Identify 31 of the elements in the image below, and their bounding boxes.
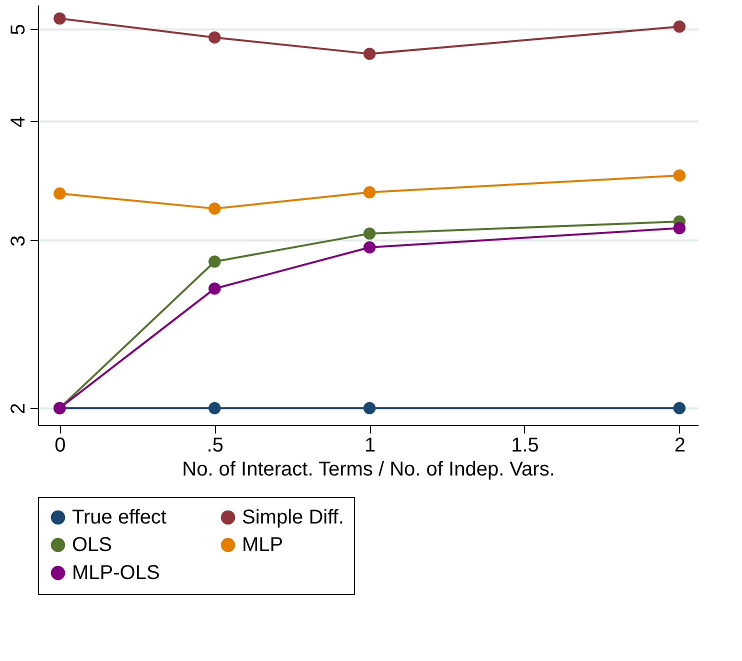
y-tick-label: 5: [8, 24, 30, 36]
legend-label: Simple Diff.: [242, 506, 344, 528]
point: [673, 402, 686, 414]
x-tick-label: 2: [674, 434, 686, 456]
point: [363, 402, 376, 414]
legend-label: True effect: [72, 506, 167, 528]
point: [363, 227, 376, 240]
point: [673, 222, 686, 234]
y-tick-label: 4: [8, 116, 30, 128]
point: [208, 31, 221, 44]
x-tick-label: .5: [206, 434, 224, 456]
point: [673, 169, 686, 182]
point: [363, 48, 376, 60]
point: [54, 187, 66, 200]
point: [54, 12, 66, 25]
x-tick-label: 1: [364, 434, 376, 456]
point: [363, 241, 376, 254]
point: [208, 282, 221, 295]
x-axis-title: No. of Interact. Terms / No. of Indep. Vars.: [182, 458, 555, 480]
legend-label: OLS: [72, 534, 112, 556]
point: [208, 402, 221, 414]
point: [208, 202, 221, 215]
point: [673, 20, 686, 33]
legend-label: MLP-OLS: [72, 562, 160, 584]
x-tick-label: 1.5: [511, 434, 539, 456]
legend-label: MLP: [242, 534, 284, 556]
y-tick-label: 2: [8, 403, 30, 414]
x-tick-label: 0: [54, 434, 66, 456]
point: [208, 256, 221, 268]
point: [363, 186, 376, 198]
y-tick-label: 3: [8, 235, 30, 246]
